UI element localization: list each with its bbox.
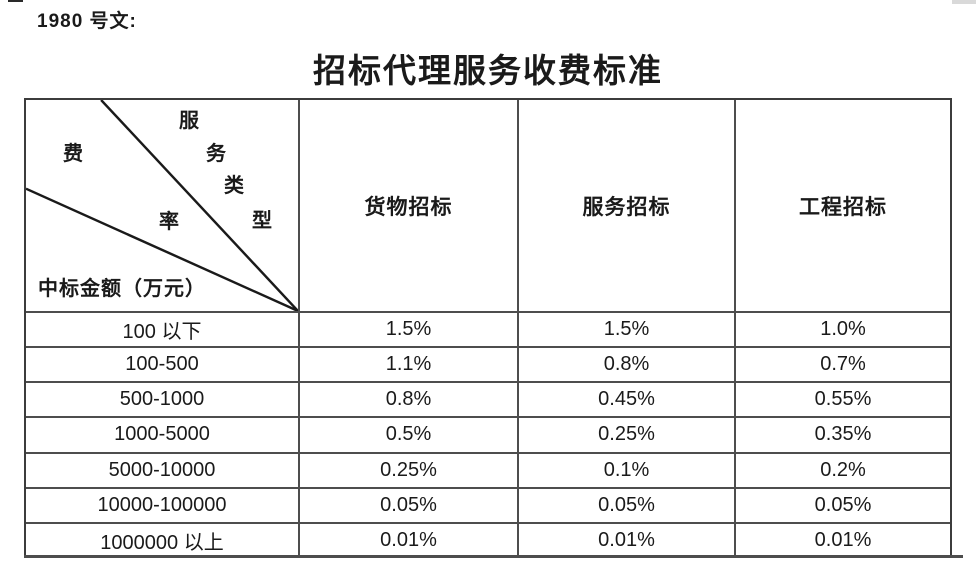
amount-range-cell: 10000-100000 bbox=[26, 486, 298, 522]
rate-cell: 0.05% bbox=[517, 486, 734, 522]
rate-cell: 0.5% bbox=[298, 416, 517, 452]
column-header-services: 服务招标 bbox=[517, 100, 734, 311]
page-edge-artifact-right bbox=[952, 0, 976, 4]
rate-cell: 0.25% bbox=[298, 451, 517, 487]
rate-cell: 0.45% bbox=[517, 381, 734, 417]
rate-cell: 0.01% bbox=[734, 521, 950, 557]
column-header-engineering: 工程招标 bbox=[734, 100, 950, 311]
doc-number: 1980 号文: bbox=[37, 11, 137, 32]
fee-table: 服 务 类 型 费 率 中标金额（万元） 货物招标 服务招标 工程招标 100 … bbox=[24, 98, 952, 557]
rate-cell: 0.55% bbox=[734, 381, 950, 417]
rate-cell: 1.5% bbox=[517, 311, 734, 347]
rate-cell: 0.1% bbox=[517, 451, 734, 487]
rate-cell: 0.01% bbox=[298, 521, 517, 557]
diagonal-header-cell: 服 务 类 型 费 率 中标金额（万元） bbox=[26, 100, 298, 311]
corner-service-type-char: 类 bbox=[224, 175, 244, 197]
amount-range-cell: 1000-5000 bbox=[26, 416, 298, 451]
column-header-goods: 货物招标 bbox=[298, 100, 517, 311]
rate-cell: 0.01% bbox=[517, 521, 734, 557]
rate-cell: 0.2% bbox=[734, 451, 950, 487]
amount-range-cell: 100-500 bbox=[26, 346, 298, 381]
rate-cell: 0.35% bbox=[734, 416, 950, 452]
rate-cell: 1.1% bbox=[298, 346, 517, 382]
corner-service-type-char: 型 bbox=[252, 210, 272, 232]
rate-cell: 0.7% bbox=[734, 346, 950, 382]
rate-cell: 0.25% bbox=[517, 416, 734, 452]
corner-service-type-char: 务 bbox=[206, 143, 226, 165]
rate-cell: 0.8% bbox=[517, 346, 734, 382]
table-bottom-rule bbox=[24, 555, 963, 558]
amount-range-cell: 1000000 以上 bbox=[26, 521, 298, 557]
page-title: 招标代理服务收费标准 bbox=[313, 54, 663, 90]
amount-range-cell: 5000-10000 bbox=[26, 451, 298, 487]
amount-range-cell: 500-1000 bbox=[26, 381, 298, 416]
page-edge-artifact-left bbox=[8, 0, 23, 2]
amount-range-cell: 100 以下 bbox=[26, 311, 298, 346]
rate-cell: 0.8% bbox=[298, 381, 517, 417]
corner-fee-rate-char: 费 bbox=[63, 143, 83, 165]
diagonal-divider-lines-icon bbox=[26, 100, 298, 311]
corner-service-type-char: 服 bbox=[179, 110, 199, 132]
corner-fee-rate-char: 率 bbox=[159, 211, 179, 233]
row-axis-label: 中标金额（万元） bbox=[38, 278, 206, 300]
rate-cell: 1.0% bbox=[734, 311, 950, 347]
rate-cell: 0.05% bbox=[734, 486, 950, 522]
rate-cell: 0.05% bbox=[298, 486, 517, 522]
rate-cell: 1.5% bbox=[298, 311, 517, 347]
